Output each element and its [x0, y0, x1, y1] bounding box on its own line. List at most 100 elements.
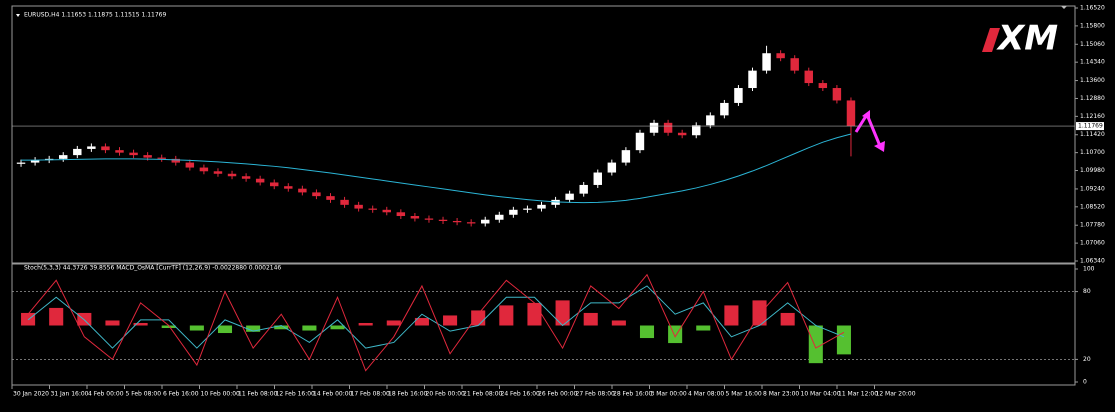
x-tick-label: 27 Feb 08:00: [576, 391, 616, 398]
osma-bar: [358, 322, 373, 326]
shift-marker: [1061, 6, 1067, 9]
x-tick-label: 11 Feb 08:00: [238, 391, 278, 398]
candle-body: [241, 176, 251, 179]
candle-body: [340, 199, 349, 205]
candle-body: [424, 218, 434, 220]
osma-bar: [639, 325, 655, 339]
current-price-box: [1076, 122, 1104, 131]
osma-bar: [189, 325, 204, 331]
x-tick-label: 21 Feb 08:00: [463, 391, 503, 398]
candle-body: [734, 88, 743, 103]
candle-body: [804, 70, 813, 84]
x-tick-label: 4 Mar 08:00: [688, 391, 724, 398]
candle-body: [382, 209, 391, 213]
osma-bar: [499, 305, 514, 326]
osma-bar: [583, 312, 598, 326]
y-tick-label: 1.12880: [1080, 95, 1105, 102]
osma-bar: [274, 325, 289, 330]
candle-body: [129, 152, 138, 156]
candle-body: [509, 209, 518, 215]
candle-body: [368, 208, 377, 210]
y-tick-label: 1.15800: [1080, 22, 1105, 29]
indicator-panel-frame: [11, 263, 1076, 386]
y-tick-label: 1.07780: [1080, 222, 1105, 229]
x-tick-label: 11 Mar 12:00: [838, 391, 878, 398]
y-tick-label: 1.06340: [1080, 258, 1105, 265]
x-tick-label: 14 Feb 00:00: [313, 391, 353, 398]
candle-body: [87, 146, 96, 149]
candle-body: [649, 122, 659, 133]
indicator-y-tick-label: 80: [1083, 288, 1091, 295]
candle-body: [818, 83, 828, 89]
y-tick-label: 1.09240: [1080, 185, 1105, 192]
symbol-menu-icon[interactable]: [16, 14, 20, 17]
candle-body: [73, 148, 82, 156]
x-tick-label: 12 Feb 16:00: [276, 391, 316, 398]
candle-body: [255, 178, 265, 183]
y-tick-label: 1.10700: [1080, 149, 1105, 156]
osma-bar: [527, 302, 542, 326]
osma-bar: [780, 312, 795, 326]
candle-body: [452, 220, 462, 223]
candle-body: [326, 196, 335, 200]
indicator-y-tick-label: 0: [1083, 379, 1087, 386]
candle-body: [396, 212, 406, 217]
candle-body: [438, 219, 448, 221]
candle-body: [537, 204, 546, 209]
stoch-signal: [27, 285, 845, 349]
candle-body: [706, 115, 715, 126]
candle-body: [466, 222, 476, 224]
y-tick-label: 1.11420: [1080, 131, 1105, 138]
candle-body: [227, 173, 237, 177]
osma-bar: [724, 305, 739, 326]
osma-bar: [808, 325, 823, 364]
candle-body: [115, 150, 124, 153]
candle-body: [143, 155, 152, 158]
x-tick-label: 5 Feb 08:00: [126, 391, 162, 398]
y-tick-label: 1.14340: [1080, 59, 1105, 66]
moving-average: [21, 133, 852, 204]
x-tick-label: 4 Feb 00:00: [88, 391, 124, 398]
x-tick-label: 5 Mar 16:00: [726, 391, 762, 398]
y-tick-label: 1.16520: [1080, 5, 1105, 12]
candle-body: [523, 208, 532, 210]
current-price-label: 1.11769: [1078, 123, 1103, 130]
y-tick-label: 1.07060: [1080, 240, 1105, 247]
candle-body: [720, 102, 729, 116]
osma-bar: [471, 310, 486, 326]
candle-body: [101, 146, 110, 151]
y-tick-label: 1.08520: [1080, 203, 1105, 210]
x-tick-label: 18 Feb 16:00: [388, 391, 428, 398]
osma-bar: [330, 325, 345, 330]
candle-body: [663, 122, 673, 133]
x-tick-label: 20 Feb 00:00: [426, 391, 466, 398]
forecast-arrows: [854, 110, 885, 152]
osma-bar: [386, 320, 401, 326]
logo-text: XM: [996, 19, 1058, 59]
candle-body: [185, 162, 195, 168]
y-tick-label: 1.15060: [1080, 41, 1105, 48]
candle-body: [677, 132, 687, 136]
x-tick-label: 6 Feb 16:00: [163, 391, 199, 398]
osma-bar: [443, 315, 458, 326]
stoch-main: [27, 273, 845, 372]
logo: XM: [982, 19, 1058, 59]
candle-body: [354, 204, 363, 209]
x-tick-label: 31 Jan 16:00: [51, 391, 89, 398]
x-tick-label: 8 Mar 23:00: [763, 391, 799, 398]
candle-body: [776, 53, 785, 59]
x-tick-label: 26 Feb 00:00: [538, 391, 578, 398]
indicator-title: Stoch(5,3,3) 44.3726 39.8556 MACD_OsMA […: [24, 265, 281, 272]
candle-body: [270, 182, 279, 187]
osma-bar: [836, 325, 851, 355]
x-tick-label: 17 Feb 08:00: [351, 391, 391, 398]
osma-bar: [611, 320, 626, 326]
candle-body: [621, 150, 631, 163]
osma-bar: [217, 325, 233, 334]
candle-body: [284, 186, 293, 189]
osma-bar: [161, 325, 176, 329]
x-tick-label: 24 Feb 16:00: [501, 391, 541, 398]
